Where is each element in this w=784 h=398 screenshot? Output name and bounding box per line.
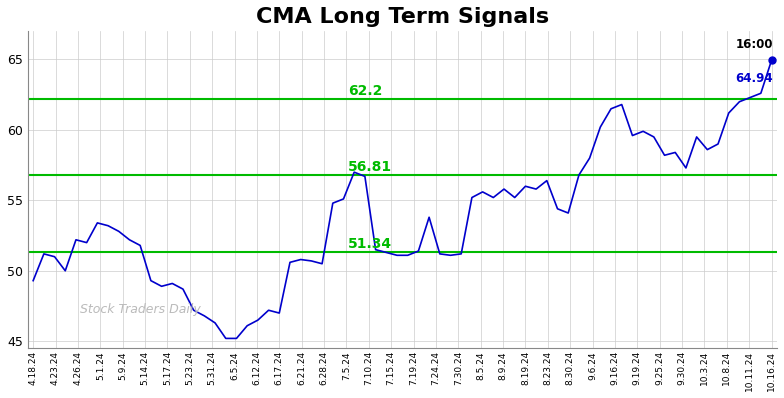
Text: 16:00: 16:00 — [735, 38, 773, 51]
Title: CMA Long Term Signals: CMA Long Term Signals — [256, 7, 549, 27]
Text: 62.2: 62.2 — [348, 84, 382, 98]
Text: 51.34: 51.34 — [348, 237, 392, 252]
Text: 64.94: 64.94 — [735, 72, 773, 86]
Text: 56.81: 56.81 — [348, 160, 392, 174]
Text: Stock Traders Daily: Stock Traders Daily — [80, 303, 201, 316]
